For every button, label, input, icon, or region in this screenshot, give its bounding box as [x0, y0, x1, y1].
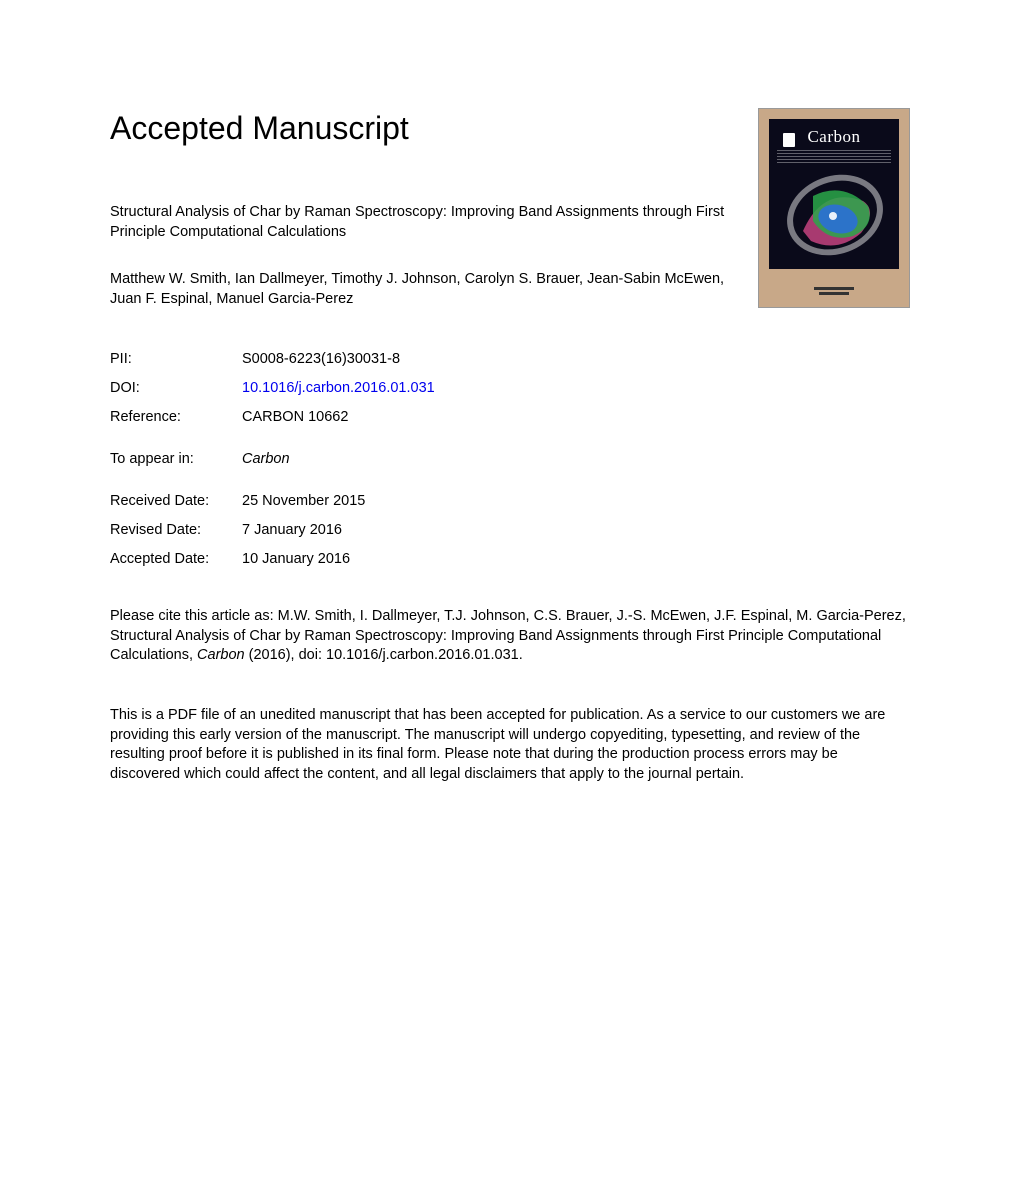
metadata-table: PII: S0008-6223(16)30031-8 DOI: 10.1016/… [110, 351, 910, 567]
authors-list: Matthew W. Smith, Ian Dallmeyer, Timothy… [110, 270, 740, 309]
appear-value: Carbon [242, 451, 290, 467]
cover-subtitle-lines [777, 149, 891, 163]
received-label: Received Date: [110, 493, 242, 509]
citation-suffix: (2016), doi: 10.1016/j.carbon.2016.01.03… [245, 647, 523, 663]
meta-row-appear: To appear in: Carbon [110, 451, 910, 467]
doi-label: DOI: [110, 380, 242, 396]
meta-row-received: Received Date: 25 November 2015 [110, 493, 910, 509]
pii-label: PII: [110, 351, 242, 367]
accepted-value: 10 January 2016 [242, 551, 350, 567]
journal-cover-thumbnail: Carbon [758, 108, 910, 308]
disclaimer-text: This is a PDF file of an unedited manusc… [110, 706, 910, 784]
meta-row-doi: DOI: 10.1016/j.carbon.2016.01.031 [110, 380, 910, 396]
manuscript-page: Accepted Manuscript Carbon Structural An… [0, 0, 1020, 784]
pii-value: S0008-6223(16)30031-8 [242, 351, 400, 367]
meta-row-reference: Reference: CARBON 10662 [110, 409, 910, 425]
cover-panel: Carbon [769, 119, 899, 269]
revised-label: Revised Date: [110, 522, 242, 538]
appear-label: To appear in: [110, 451, 242, 467]
article-title: Structural Analysis of Char by Raman Spe… [110, 203, 740, 242]
cover-art-icon [783, 171, 887, 259]
citation-text: Please cite this article as: M.W. Smith,… [110, 607, 910, 666]
reference-label: Reference: [110, 409, 242, 425]
cover-footer-text [759, 287, 909, 295]
citation-journal: Carbon [197, 647, 245, 663]
accepted-label: Accepted Date: [110, 551, 242, 567]
reference-value: CARBON 10662 [242, 409, 348, 425]
received-value: 25 November 2015 [242, 493, 365, 509]
meta-row-accepted: Accepted Date: 10 January 2016 [110, 551, 910, 567]
revised-value: 7 January 2016 [242, 522, 342, 538]
meta-row-revised: Revised Date: 7 January 2016 [110, 522, 910, 538]
meta-row-pii: PII: S0008-6223(16)30031-8 [110, 351, 910, 367]
doi-link[interactable]: 10.1016/j.carbon.2016.01.031 [242, 380, 435, 396]
cover-journal-name: Carbon [769, 127, 899, 147]
